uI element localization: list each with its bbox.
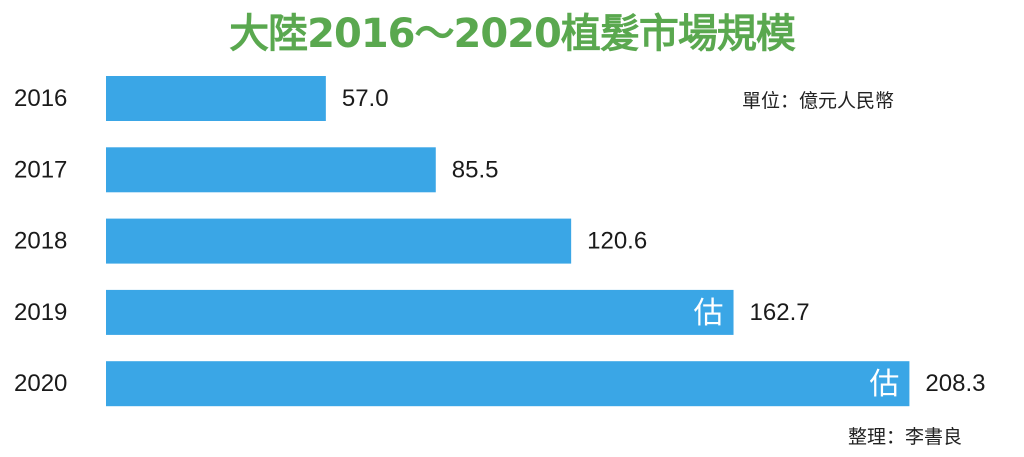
value-label: 85.5 xyxy=(452,156,499,183)
value-label: 162.7 xyxy=(750,299,810,326)
bar xyxy=(106,361,910,407)
bar xyxy=(106,218,572,264)
value-label: 208.3 xyxy=(925,370,985,397)
bar xyxy=(106,289,734,335)
category-label: 2020 xyxy=(14,370,67,397)
value-label: 120.6 xyxy=(587,228,647,255)
category-label: 2017 xyxy=(14,156,67,183)
bar xyxy=(106,147,436,193)
bar xyxy=(106,76,326,121)
unit-label: 單位：億元人民幣 xyxy=(742,90,895,112)
estimate-note: 估 xyxy=(694,296,724,331)
chart-title: 大陸2016～2020植髮市場規模 xyxy=(229,11,796,57)
category-label: 2018 xyxy=(14,228,67,255)
category-label: 2016 xyxy=(14,85,67,112)
credit-label: 整理：李書良 xyxy=(848,426,963,448)
value-label: 57.0 xyxy=(342,85,389,112)
estimate-note: 估 xyxy=(869,367,899,402)
category-label: 2019 xyxy=(14,299,67,326)
